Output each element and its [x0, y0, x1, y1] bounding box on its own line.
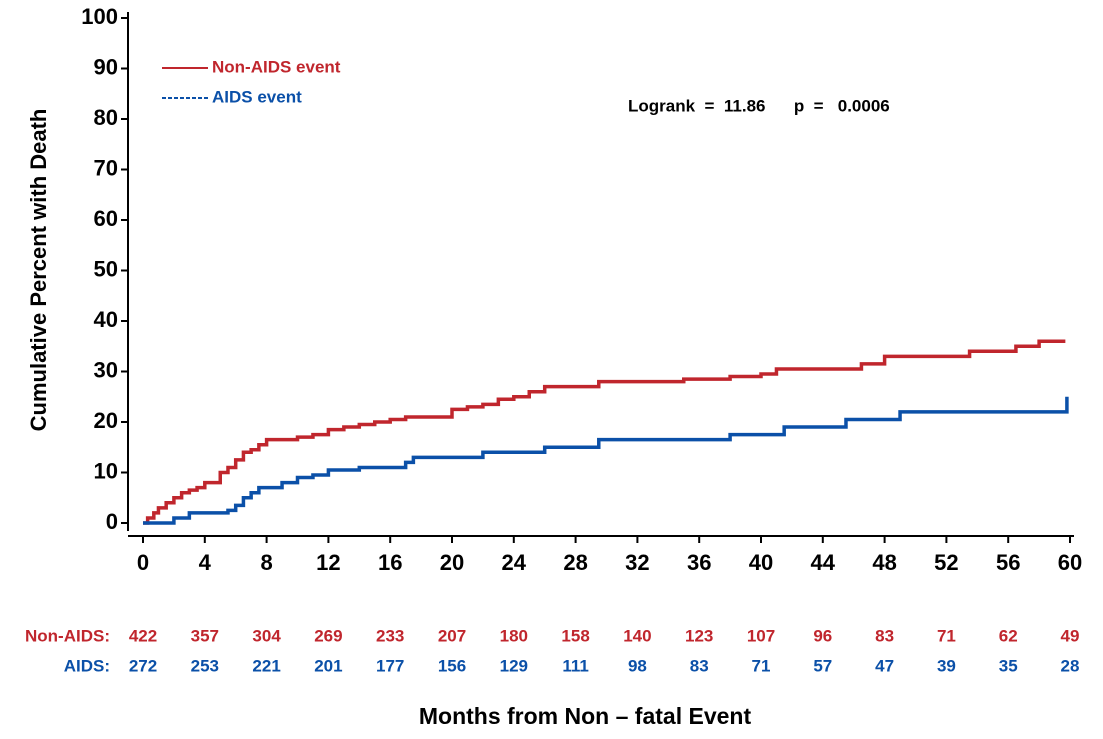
x-tick-label: 12 — [316, 550, 340, 575]
risk-count: 47 — [875, 656, 894, 675]
legend-label: AIDS event — [212, 87, 302, 106]
risk-count: 111 — [562, 656, 589, 675]
y-tick-label: 30 — [94, 357, 118, 382]
risk-count: 180 — [500, 626, 528, 645]
risk-count: 158 — [561, 626, 589, 645]
risk-count: 49 — [1061, 626, 1080, 645]
risk-count: 98 — [628, 656, 647, 675]
risk-count: 83 — [690, 656, 709, 675]
y-tick-label: 20 — [94, 408, 118, 433]
y-tick-label: 80 — [94, 105, 118, 130]
risk-count: 83 — [875, 626, 894, 645]
risk-count: 221 — [252, 656, 280, 675]
risk-count: 304 — [252, 626, 281, 645]
risk-count: 129 — [500, 656, 528, 675]
x-tick-label: 44 — [811, 550, 836, 575]
y-tick-label: 90 — [94, 54, 118, 79]
risk-count: 123 — [685, 626, 713, 645]
y-tick-label: 50 — [94, 256, 118, 281]
risk-count: 207 — [438, 626, 466, 645]
risk-count: 233 — [376, 626, 404, 645]
risk-row-label: AIDS: — [64, 656, 110, 675]
y-axis-label: Cumulative Percent with Death — [26, 109, 51, 432]
risk-count: 269 — [314, 626, 342, 645]
x-tick-label: 16 — [378, 550, 402, 575]
x-tick-label: 0 — [137, 550, 149, 575]
x-axis-label: Months from Non – fatal Event — [419, 703, 752, 729]
x-tick-label: 28 — [563, 550, 587, 575]
risk-count: 35 — [999, 656, 1018, 675]
x-tick-label: 8 — [260, 550, 272, 575]
x-tick-label: 56 — [996, 550, 1020, 575]
survival-line — [143, 339, 1066, 525]
risk-count: 140 — [623, 626, 651, 645]
x-tick-label: 20 — [440, 550, 464, 575]
x-tick-label: 48 — [872, 550, 896, 575]
risk-count: 62 — [999, 626, 1018, 645]
risk-count: 71 — [937, 626, 956, 645]
x-tick-label: 52 — [934, 550, 958, 575]
x-tick-label: 36 — [687, 550, 711, 575]
y-tick-label: 0 — [106, 509, 118, 534]
risk-count: 57 — [813, 656, 832, 675]
risk-count: 177 — [376, 656, 404, 675]
y-tick-label: 100 — [81, 4, 118, 29]
risk-count: 96 — [813, 626, 832, 645]
x-tick-label: 24 — [502, 550, 527, 575]
x-tick-label: 60 — [1058, 550, 1082, 575]
legend-label: Non-AIDS event — [212, 57, 341, 76]
y-tick-label: 40 — [94, 307, 118, 332]
x-tick-label: 4 — [199, 550, 212, 575]
survival-line — [143, 396, 1069, 525]
risk-count: 39 — [937, 656, 956, 675]
risk-count: 253 — [191, 656, 219, 675]
x-tick-label: 40 — [749, 550, 773, 575]
risk-count: 107 — [747, 626, 775, 645]
y-tick-label: 10 — [94, 458, 118, 483]
risk-count: 272 — [129, 656, 157, 675]
risk-count: 422 — [129, 626, 157, 645]
y-tick-label: 70 — [94, 155, 118, 180]
risk-count: 357 — [191, 626, 219, 645]
risk-count: 71 — [752, 656, 771, 675]
y-tick-label: 60 — [94, 206, 118, 231]
x-tick-label: 32 — [625, 550, 649, 575]
risk-count: 28 — [1061, 656, 1080, 675]
risk-row-label: Non-AIDS: — [25, 626, 110, 645]
risk-count: 201 — [314, 656, 342, 675]
risk-count: 156 — [438, 656, 466, 675]
annotation: Logrank = 11.86 p = 0.0006 — [628, 96, 890, 115]
